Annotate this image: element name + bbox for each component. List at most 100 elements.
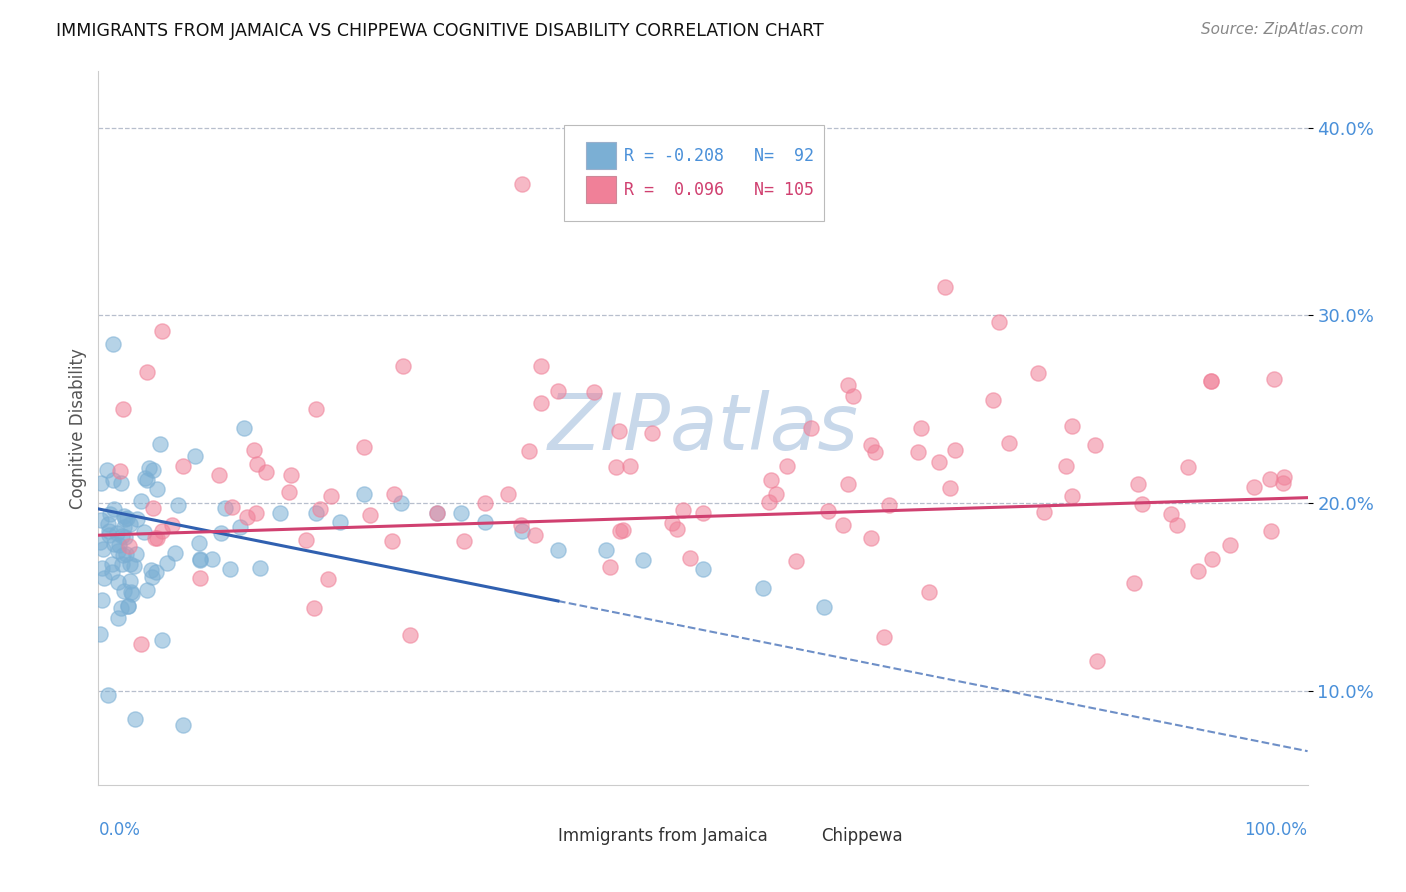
Point [316,572,339,586]
Point [101,566,124,580]
Point [759,473,782,487]
Point [117,599,139,613]
Point [107,538,129,552]
Point [114,530,136,544]
Point [111,529,134,543]
Point [214,501,236,516]
Point [246,457,269,471]
Text: IMMIGRANTS FROM JAMAICA VS CHIPPEWA COGNITIVE DISABILITY CORRELATION CHART: IMMIGRANTS FROM JAMAICA VS CHIPPEWA COGN… [56,22,824,40]
Point [305,506,328,520]
Point [146,531,169,545]
Point [97,527,120,541]
Point [156,557,179,571]
Point [1083,438,1105,452]
Point [619,458,641,473]
Point [107,574,129,589]
Point [661,516,683,530]
Point [800,420,823,434]
Point [1130,497,1153,511]
Point [752,581,775,595]
Point [90,475,112,490]
Y-axis label: Cognitive Disability: Cognitive Disability [69,348,87,508]
Point [510,524,533,539]
Point [302,601,325,615]
Point [221,500,243,515]
Point [1199,374,1222,388]
Point [136,582,159,597]
Point [1263,372,1285,386]
Point [132,524,155,539]
Point [399,628,422,642]
Point [150,524,173,538]
Point [453,534,475,549]
Point [817,504,839,518]
Point [129,493,152,508]
Text: R = -0.208   N=  92: R = -0.208 N= 92 [624,146,814,164]
Point [232,421,254,435]
Point [142,463,165,477]
FancyBboxPatch shape [564,125,824,221]
Point [1060,419,1083,434]
Point [111,557,134,571]
Point [1260,524,1282,539]
Point [928,455,950,469]
Point [112,583,135,598]
Point [381,534,404,549]
Text: Immigrants from Jamaica: Immigrants from Jamaica [558,828,768,846]
Point [91,542,114,557]
Point [319,489,342,503]
Point [1187,564,1209,578]
Point [1243,480,1265,494]
Point [93,571,115,585]
Point [692,562,714,576]
Point [90,560,112,574]
Point [249,561,271,575]
Point [329,515,352,529]
Point [201,552,224,566]
Point [172,718,194,732]
Bar [586,142,616,169]
Point [392,359,415,373]
Point [692,506,714,520]
Point [547,543,569,558]
Point [1272,470,1295,484]
Point [124,712,146,726]
Point [111,402,134,417]
Point [125,547,148,561]
Point [353,487,375,501]
Point [188,552,211,566]
Point [142,501,165,516]
Point [139,563,162,577]
Point [117,599,139,614]
Point [101,336,124,351]
Point [382,487,405,501]
Point [498,486,520,500]
Point [860,531,883,545]
Point [524,528,547,542]
Point [208,468,231,483]
Point [89,626,111,640]
Point [1026,367,1049,381]
Point [474,496,496,510]
Point [243,443,266,458]
Point [832,518,855,533]
Point [115,547,138,561]
Text: Chippewa: Chippewa [821,828,903,846]
Point [121,586,143,600]
Point [236,510,259,524]
Point [426,506,449,520]
Point [108,464,131,478]
Point [640,425,662,440]
Point [863,445,886,459]
Point [605,459,627,474]
Point [129,637,152,651]
Point [1271,475,1294,490]
Point [245,506,267,520]
Point [612,523,634,537]
Point [873,630,896,644]
Point [776,459,799,474]
Point [510,518,533,533]
Point [152,632,174,647]
Point [118,539,141,553]
Point [103,502,125,516]
